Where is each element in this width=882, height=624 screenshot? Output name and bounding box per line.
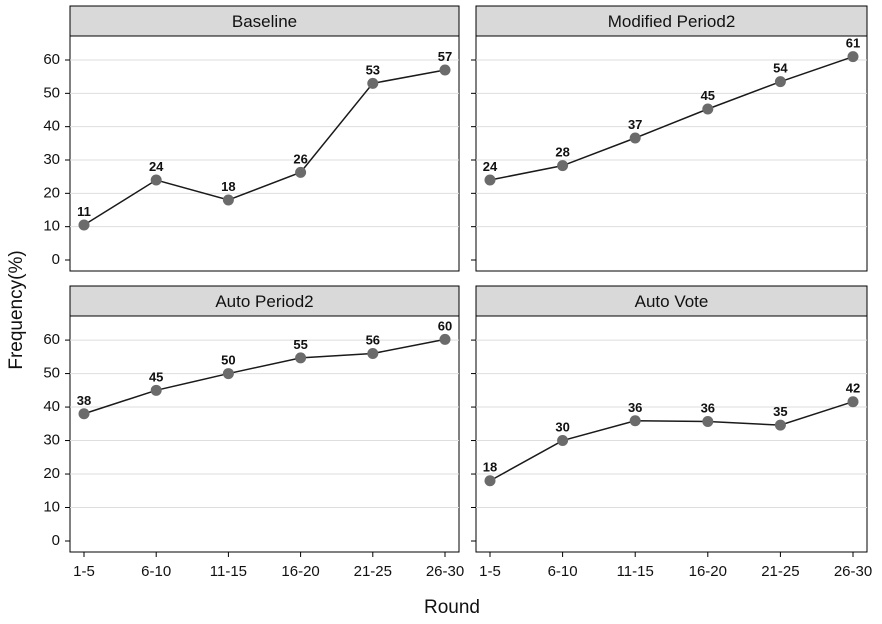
data-point bbox=[222, 368, 234, 380]
data-point bbox=[484, 475, 496, 487]
data-label: 28 bbox=[555, 145, 569, 160]
y-tick-label: 60 bbox=[43, 51, 60, 68]
y-tick-label: 50 bbox=[43, 84, 60, 101]
data-point bbox=[774, 76, 786, 88]
x-tick-label: 6-10 bbox=[548, 563, 578, 580]
y-tick-label: 20 bbox=[43, 184, 60, 201]
data-point bbox=[629, 415, 641, 427]
data-label: 18 bbox=[221, 179, 235, 194]
panel-header bbox=[475, 285, 868, 317]
data-point bbox=[702, 103, 714, 115]
plot-area bbox=[69, 35, 460, 272]
panel-title: Auto Vote bbox=[635, 292, 709, 311]
x-tick-label: 1-5 bbox=[479, 563, 501, 580]
panel-header bbox=[69, 5, 460, 37]
panel-0: Baseline 0 10 20 30 40 50 60 11 24 18 26 53 57 bbox=[43, 5, 460, 272]
data-point bbox=[557, 435, 569, 447]
series-line bbox=[83, 69, 446, 226]
y-tick-label: 30 bbox=[43, 432, 60, 449]
data-label: 50 bbox=[221, 353, 235, 368]
data-point bbox=[222, 194, 234, 206]
data-point bbox=[367, 347, 379, 359]
data-label: 45 bbox=[701, 88, 715, 103]
series-line bbox=[489, 55, 854, 181]
data-point bbox=[484, 174, 496, 186]
data-point bbox=[150, 384, 162, 396]
x-tick-label: 21-25 bbox=[761, 563, 799, 580]
panels-layer: Baseline 0 10 20 30 40 50 60 11 24 18 26 53 57 Modifie… bbox=[43, 5, 872, 580]
x-tick-label: 26-30 bbox=[834, 563, 872, 580]
data-label: 38 bbox=[77, 393, 91, 408]
data-label: 61 bbox=[846, 36, 860, 51]
data-label: 30 bbox=[555, 420, 569, 435]
data-label: 36 bbox=[628, 400, 642, 415]
data-label: 53 bbox=[366, 62, 380, 77]
panel-2: Auto Period2 0 10 20 30 40 50 60 1-5 6-10 11-15 16-… bbox=[43, 285, 464, 580]
y-tick-label: 10 bbox=[43, 218, 60, 235]
x-axis-title: Round bbox=[424, 597, 480, 618]
x-tick-label: 11-15 bbox=[617, 563, 654, 580]
data-point bbox=[78, 219, 90, 231]
data-label: 56 bbox=[366, 332, 380, 347]
x-tick-label: 26-30 bbox=[426, 563, 464, 580]
data-label: 18 bbox=[483, 460, 497, 475]
series-line bbox=[83, 338, 446, 415]
data-label: 26 bbox=[293, 151, 307, 166]
plot-area bbox=[475, 35, 868, 272]
panel-title: Modified Period2 bbox=[608, 12, 736, 31]
x-tick-label: 16-20 bbox=[689, 563, 727, 580]
y-tick-label: 40 bbox=[43, 118, 60, 135]
data-point bbox=[847, 51, 859, 63]
data-point bbox=[702, 415, 714, 427]
plot-area bbox=[475, 315, 868, 553]
data-point bbox=[78, 408, 90, 420]
data-label: 37 bbox=[628, 117, 642, 132]
data-point bbox=[150, 174, 162, 186]
data-label: 54 bbox=[773, 61, 788, 76]
panel-3: Auto Vote 1-5 6-10 11-15 16-20 21-25 26-30 18 30… bbox=[471, 285, 872, 580]
data-label: 45 bbox=[149, 369, 163, 384]
y-axis-title: Frequency(%) bbox=[6, 250, 27, 369]
data-label: 24 bbox=[483, 159, 498, 174]
x-tick-label: 16-20 bbox=[281, 563, 319, 580]
panel-title: Auto Period2 bbox=[215, 292, 313, 311]
data-point bbox=[439, 333, 451, 345]
y-tick-label: 40 bbox=[43, 398, 60, 415]
series-line bbox=[489, 400, 854, 482]
plot-area bbox=[69, 315, 460, 553]
x-tick-label: 6-10 bbox=[141, 563, 171, 580]
y-tick-label: 10 bbox=[43, 498, 60, 515]
x-tick-label: 21-25 bbox=[354, 563, 392, 580]
data-point bbox=[557, 160, 569, 172]
y-tick-label: 0 bbox=[52, 532, 60, 549]
y-tick-label: 20 bbox=[43, 465, 60, 482]
y-tick-label: 30 bbox=[43, 151, 60, 168]
data-label: 57 bbox=[438, 49, 452, 64]
data-point bbox=[847, 396, 859, 408]
data-point bbox=[439, 64, 451, 76]
panel-header bbox=[69, 285, 460, 317]
data-label: 55 bbox=[293, 337, 307, 352]
data-label: 36 bbox=[701, 400, 715, 415]
panel-1: Modified Period2 24 28 37 45 54 61 bbox=[471, 5, 868, 272]
x-tick-label: 1-5 bbox=[73, 563, 95, 580]
x-tick-label: 11-15 bbox=[210, 563, 247, 580]
panel-header bbox=[475, 5, 868, 37]
data-label: 42 bbox=[846, 381, 860, 396]
data-point bbox=[295, 352, 307, 364]
data-label: 60 bbox=[438, 318, 452, 333]
data-point bbox=[774, 419, 786, 431]
y-tick-label: 60 bbox=[43, 331, 60, 348]
data-label: 35 bbox=[773, 404, 787, 419]
panel-title: Baseline bbox=[232, 12, 297, 31]
y-tick-label: 50 bbox=[43, 365, 60, 382]
data-point bbox=[629, 132, 641, 144]
y-tick-label: 0 bbox=[52, 251, 60, 268]
data-label: 11 bbox=[77, 204, 91, 219]
data-point bbox=[367, 77, 379, 89]
data-label: 24 bbox=[149, 159, 164, 174]
data-point bbox=[295, 166, 307, 178]
